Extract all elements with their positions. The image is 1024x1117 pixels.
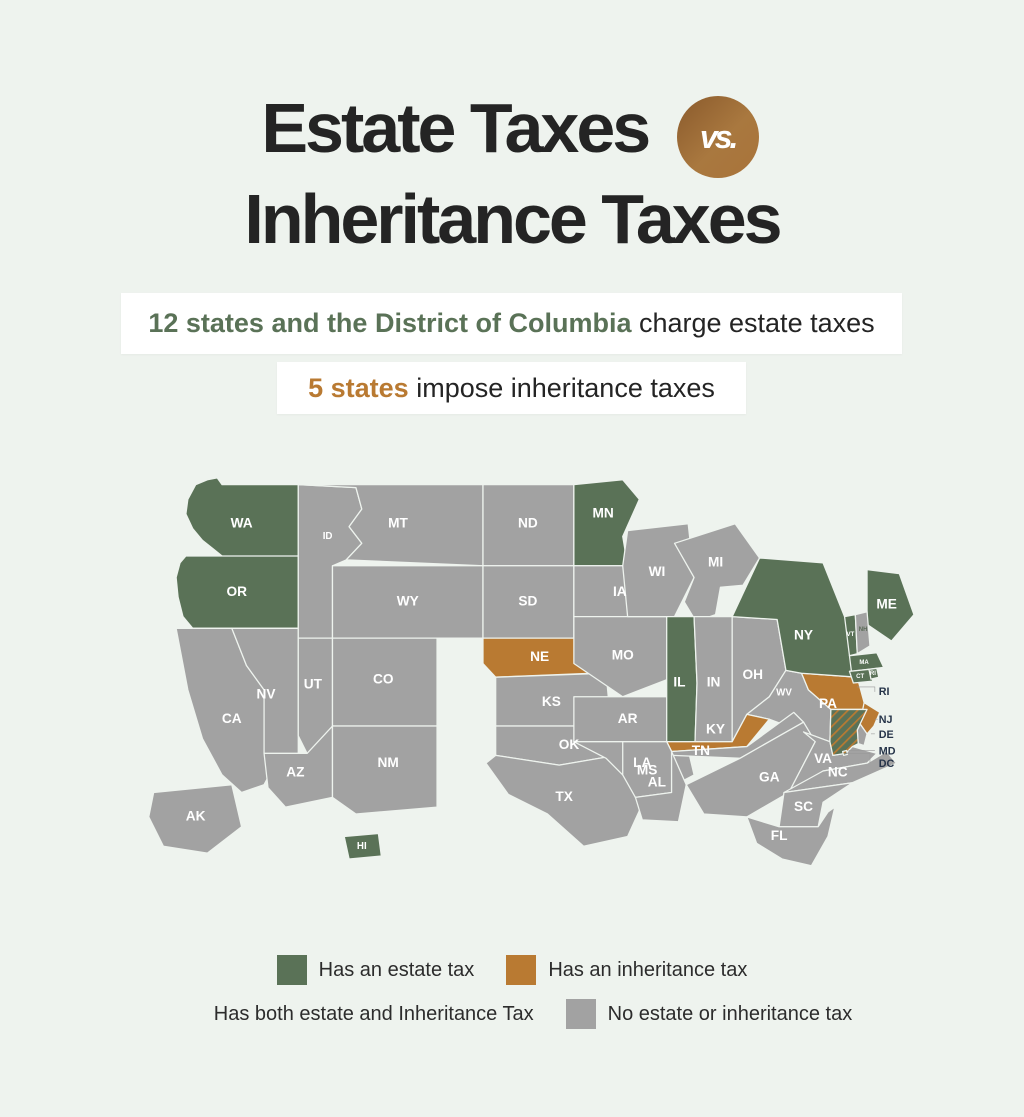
svg-text:OK: OK xyxy=(559,737,580,752)
svg-text:TN: TN xyxy=(692,743,710,758)
svg-text:ME: ME xyxy=(876,596,897,611)
svg-text:AL: AL xyxy=(648,774,666,789)
svg-text:RI: RI xyxy=(879,686,890,698)
svg-text:KY: KY xyxy=(706,722,725,737)
svg-text:CT: CT xyxy=(856,674,864,680)
svg-text:PA: PA xyxy=(819,696,837,711)
svg-text:NJ: NJ xyxy=(879,714,893,726)
svg-text:MN: MN xyxy=(593,506,614,521)
svg-text:NV: NV xyxy=(257,686,277,701)
svg-text:HI: HI xyxy=(357,841,367,852)
svg-text:FL: FL xyxy=(771,828,788,843)
svg-text:TX: TX xyxy=(555,789,572,804)
svg-text:CO: CO xyxy=(373,672,394,687)
svg-text:ID: ID xyxy=(323,531,333,542)
svg-text:MA: MA xyxy=(859,660,869,666)
svg-text:CA: CA xyxy=(222,711,242,726)
svg-text:SD: SD xyxy=(518,594,537,609)
svg-text:WI: WI xyxy=(649,564,666,579)
svg-text:NH: NH xyxy=(859,627,868,633)
svg-text:OH: OH xyxy=(742,667,763,682)
svg-text:WV: WV xyxy=(776,687,792,698)
svg-text:NM: NM xyxy=(378,755,399,770)
svg-text:NC: NC xyxy=(828,765,848,780)
svg-text:AZ: AZ xyxy=(286,765,304,780)
svg-text:IL: IL xyxy=(673,675,685,690)
svg-text:RI: RI xyxy=(870,671,876,677)
svg-text:AK: AK xyxy=(186,809,206,824)
svg-text:IA: IA xyxy=(613,584,627,599)
svg-text:MT: MT xyxy=(388,515,408,530)
svg-text:OR: OR xyxy=(226,584,247,599)
svg-text:AR: AR xyxy=(618,711,638,726)
svg-text:GA: GA xyxy=(759,769,780,784)
svg-text:DC: DC xyxy=(879,758,895,770)
svg-text:MO: MO xyxy=(612,647,634,662)
svg-text:DE: DE xyxy=(879,729,894,741)
svg-text:NE: NE xyxy=(530,649,549,664)
svg-text:KS: KS xyxy=(542,694,561,709)
svg-text:UT: UT xyxy=(304,677,323,692)
svg-text:WY: WY xyxy=(397,594,419,609)
svg-text:MD: MD xyxy=(879,745,896,757)
svg-text:WA: WA xyxy=(231,515,253,530)
svg-text:NY: NY xyxy=(794,628,813,643)
svg-text:IN: IN xyxy=(707,675,721,690)
svg-text:SC: SC xyxy=(794,799,813,814)
svg-text:MI: MI xyxy=(708,554,723,569)
svg-text:VT: VT xyxy=(847,632,855,638)
svg-text:ND: ND xyxy=(518,515,538,530)
